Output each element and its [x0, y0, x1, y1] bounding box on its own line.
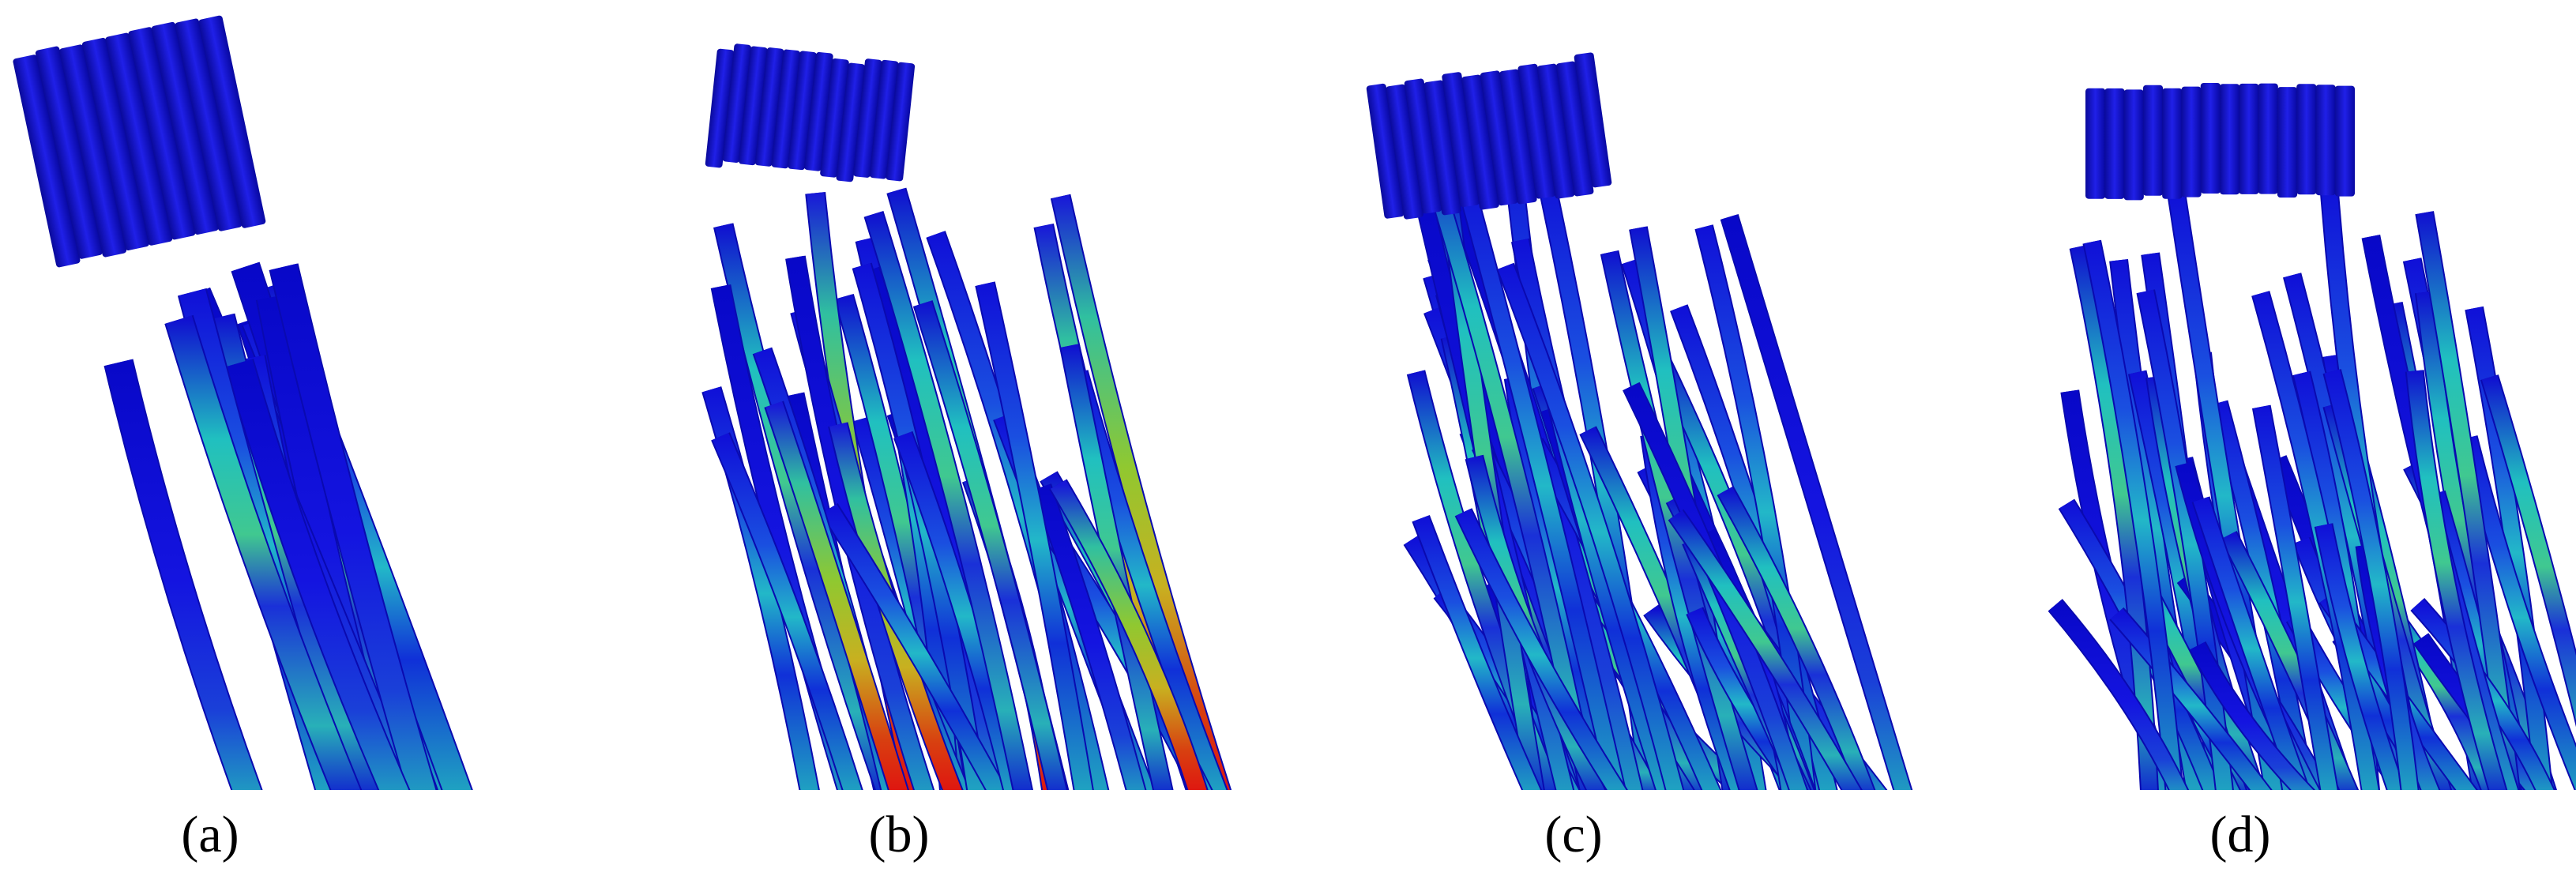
fiber	[226, 359, 409, 790]
block-fiber	[2315, 85, 2336, 196]
fiber	[2221, 531, 2357, 790]
panel-label: (b)	[869, 806, 930, 863]
fiber-bundle	[701, 187, 1232, 790]
fiber-bundle	[1403, 140, 1913, 790]
block-fiber	[2239, 83, 2259, 194]
block-fiber	[836, 62, 866, 182]
fiber	[865, 211, 1032, 790]
fiber	[166, 315, 361, 790]
block-fiber	[820, 58, 849, 178]
fiber-bundle	[2048, 182, 2576, 790]
panel-label: (c)	[1544, 806, 1602, 863]
block-fiber	[1423, 80, 1461, 216]
fiber	[1033, 483, 1145, 790]
block-fiber	[1386, 84, 1423, 220]
fiber-bundle	[103, 261, 473, 790]
block-fiber	[2181, 86, 2202, 197]
fiber-block	[705, 43, 916, 182]
fiber	[2084, 240, 2183, 790]
fiber	[270, 263, 436, 790]
fiber	[822, 504, 1006, 790]
fiber	[2110, 608, 2271, 790]
fiber	[976, 281, 1092, 790]
block-fiber	[788, 51, 817, 171]
fiber	[2466, 306, 2552, 790]
block-fiber	[869, 59, 899, 179]
block-fiber	[1574, 52, 1612, 188]
panel-label: (d)	[2210, 806, 2271, 863]
fiber	[1413, 515, 1540, 790]
panel-label: (a)	[181, 806, 239, 863]
block-fiber	[2334, 85, 2355, 197]
block-fiber	[2258, 83, 2278, 194]
fiber-renders	[13, 15, 2576, 790]
block-fiber	[771, 49, 801, 169]
fiber	[2324, 369, 2418, 790]
fiber	[2411, 599, 2554, 790]
block-fiber	[175, 18, 243, 231]
block-fiber	[128, 27, 196, 240]
block-fiber	[2123, 89, 2144, 201]
block-fiber	[2200, 83, 2221, 194]
fiber	[2481, 374, 2576, 721]
fiber	[1512, 239, 1673, 790]
block-fiber	[2220, 84, 2240, 195]
block-fiber	[81, 37, 149, 250]
fiber	[2168, 192, 2282, 790]
block-fiber	[198, 15, 266, 228]
block-fiber	[739, 46, 768, 166]
block-fiber	[1517, 63, 1556, 199]
fiber-block	[13, 15, 266, 268]
fiber	[714, 223, 895, 790]
fiber-block	[1366, 52, 1612, 220]
block-fiber	[1366, 83, 1405, 219]
fiber	[712, 433, 862, 790]
block-fiber	[2277, 87, 2298, 198]
block-fiber	[1461, 74, 1499, 210]
fiber	[2461, 435, 2576, 790]
fiber	[2315, 523, 2405, 790]
fiber	[1721, 214, 1912, 790]
block-fiber	[1536, 63, 1575, 199]
block-fiber	[1499, 69, 1537, 205]
fiber	[1456, 509, 1626, 790]
block-fiber	[722, 43, 752, 163]
block-fiber	[1404, 78, 1442, 214]
fiber	[1050, 479, 1207, 790]
fiber	[2253, 405, 2337, 790]
fiber	[1498, 263, 1683, 790]
block-fiber	[151, 21, 219, 235]
fiber-block	[2085, 83, 2355, 201]
block-fiber	[853, 58, 882, 178]
block-fiber	[1480, 70, 1518, 206]
block-fiber	[2142, 85, 2164, 196]
fiber	[2406, 370, 2506, 790]
fiber	[894, 431, 1022, 790]
fiber	[2190, 641, 2314, 790]
fiber	[1669, 510, 1861, 790]
block-fiber	[2104, 88, 2125, 199]
fiber	[105, 359, 261, 790]
fiber	[1455, 171, 1625, 790]
block-fiber	[105, 32, 173, 246]
block-fiber	[1555, 61, 1594, 197]
block-fiber	[59, 44, 127, 258]
block-fiber	[804, 51, 833, 171]
block-fiber	[886, 62, 916, 182]
block-fiber	[2296, 84, 2317, 195]
fiber	[765, 401, 908, 790]
fiber	[2193, 496, 2309, 790]
fiber	[1718, 487, 1875, 790]
block-fiber	[754, 47, 784, 167]
block-fiber	[2162, 88, 2183, 199]
block-fiber	[2085, 88, 2106, 199]
block-fiber	[13, 55, 81, 268]
block-fiber	[705, 48, 735, 168]
block-fiber	[35, 46, 103, 259]
block-fiber	[1442, 72, 1480, 208]
fiber	[914, 300, 1066, 790]
fiber	[2049, 600, 2187, 790]
